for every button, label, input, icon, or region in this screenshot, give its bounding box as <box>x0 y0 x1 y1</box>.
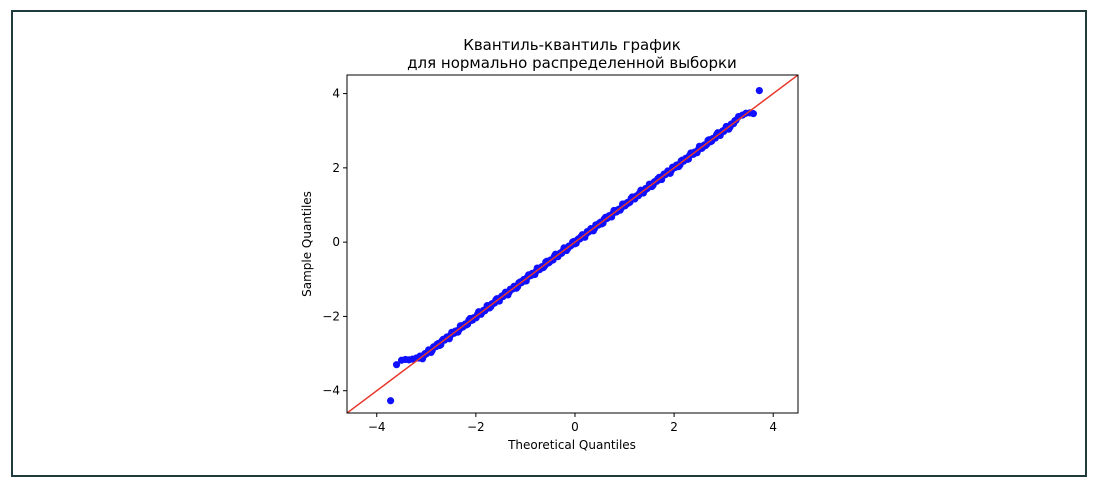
reference-line <box>347 75 798 413</box>
sample-point <box>392 361 401 369</box>
y-tick-label: −2 <box>322 309 340 323</box>
x-tick-label: 0 <box>571 420 579 434</box>
sample-point <box>755 87 763 95</box>
x-tick-label: −4 <box>368 420 386 434</box>
y-tick-label: 2 <box>332 161 340 175</box>
x-tick-label: 2 <box>670 420 678 434</box>
sample-point <box>749 110 758 118</box>
x-axis-label: Theoretical Quantiles <box>507 438 636 452</box>
y-tick-label: 0 <box>332 235 340 249</box>
chart-title-line-1: Квантиль-квантиль график <box>463 36 681 54</box>
y-tick-label: 4 <box>332 87 340 101</box>
sample-point <box>387 397 395 405</box>
x-tick-label: −2 <box>467 420 485 434</box>
chart-title-line-2: для нормально распределенной выборки <box>407 54 737 72</box>
x-tick-label: 4 <box>769 420 777 434</box>
plot-area <box>346 74 799 414</box>
figure-frame <box>11 10 1087 477</box>
y-tick-label: −4 <box>322 384 340 398</box>
y-axis-label: Sample Quantiles <box>300 191 314 297</box>
